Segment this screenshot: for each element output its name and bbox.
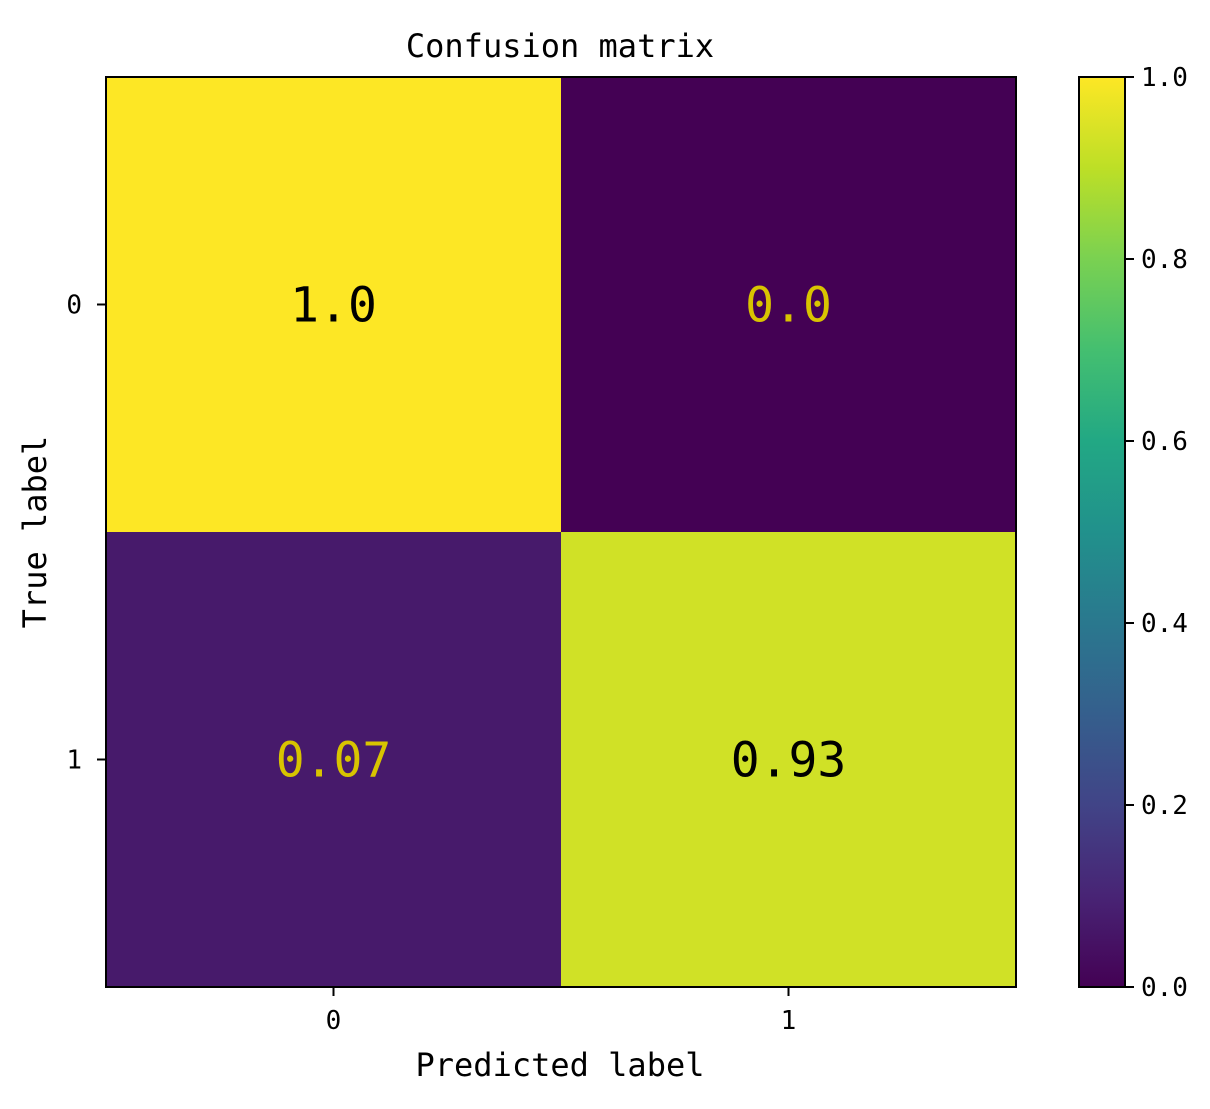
x-tick-label: 1 bbox=[781, 1006, 797, 1036]
colorbar bbox=[1078, 76, 1126, 988]
colorbar-tick-label: 0.0 bbox=[1141, 973, 1188, 1003]
colorbar-tick-label: 0.8 bbox=[1141, 245, 1188, 275]
colorbar-tick-label: 0.6 bbox=[1141, 427, 1188, 457]
cell-value-label: 0.07 bbox=[276, 733, 392, 789]
x-tick-label: 0 bbox=[326, 1006, 342, 1036]
cell-value-label: 0.0 bbox=[745, 278, 832, 334]
plot-frame bbox=[105, 76, 1017, 988]
cell-value-label: 1.0 bbox=[290, 278, 377, 334]
chart-title: Confusion matrix bbox=[406, 27, 714, 65]
heatmap-cell bbox=[561, 532, 1017, 988]
colorbar-tick-label: 1.0 bbox=[1141, 63, 1188, 93]
heatmap-cells bbox=[106, 77, 1017, 988]
heatmap-cell-labels: 1.0 0.0 0.07 0.93 bbox=[276, 278, 847, 789]
x-axis-label: Predicted label bbox=[416, 1046, 705, 1084]
y-tick-label: 0 bbox=[66, 291, 82, 321]
heatmap-cell bbox=[561, 77, 1017, 533]
heatmap-cell bbox=[106, 532, 562, 988]
heatmap-cell bbox=[106, 77, 562, 533]
y-tick-label: 1 bbox=[66, 746, 82, 776]
y-axis-ticks: 01 bbox=[66, 291, 106, 776]
y-axis-label: True label bbox=[16, 436, 54, 629]
colorbar-tick-label: 0.4 bbox=[1141, 609, 1188, 639]
colorbar-tick-label: 0.2 bbox=[1141, 791, 1188, 821]
cell-value-label: 0.93 bbox=[731, 733, 847, 789]
colorbar-ticks: 0.0 0.2 0.4 0.6 0.8 1.0 bbox=[1125, 63, 1188, 1003]
